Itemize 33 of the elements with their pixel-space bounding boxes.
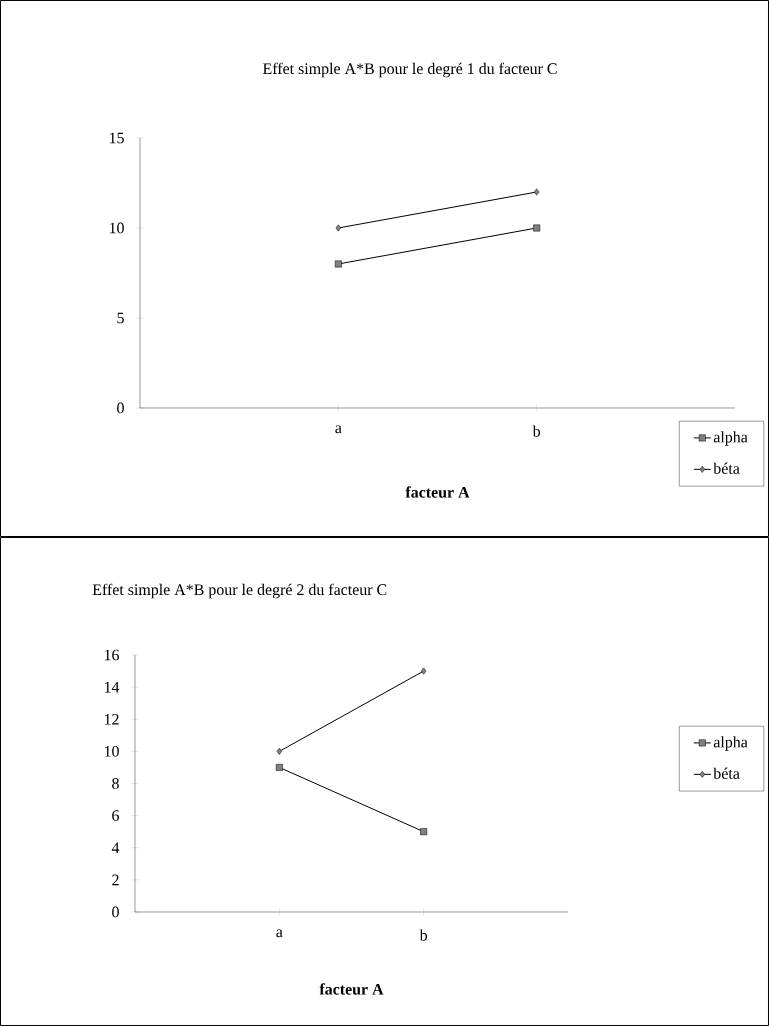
y-tick-label: 8	[112, 778, 119, 789]
y-tick-label: 10	[109, 222, 124, 234]
point	[335, 224, 341, 232]
y-tick-label: 12	[104, 713, 119, 725]
x-tick-label: a	[276, 929, 283, 938]
y-tick-label: 6	[112, 810, 120, 821]
y-tick-label: 0	[117, 402, 124, 414]
y-tick-label: 0	[112, 906, 119, 918]
legend-label: alpha	[713, 431, 748, 446]
x-tick-label: a	[335, 425, 342, 434]
y-tick-label: 10	[104, 746, 119, 757]
point	[534, 188, 540, 196]
point	[334, 260, 342, 268]
y-tick-label: 2	[112, 874, 119, 886]
point	[276, 747, 282, 755]
chart-title: Effet simple A*B pour le degré 1 du facteur C	[262, 62, 557, 78]
point	[533, 224, 541, 232]
point	[275, 763, 283, 771]
y-tick-label: 14	[104, 681, 120, 693]
legend-label: béta	[713, 767, 740, 779]
y-tick-label: 5	[117, 312, 124, 324]
legend-label: alpha	[713, 736, 748, 751]
chart-title: Effet simple A*B pour le degré 2 du facteur C	[92, 583, 387, 599]
y-tick-label: 16	[104, 649, 120, 661]
point	[421, 667, 427, 675]
x-axis-title: facteur A	[405, 486, 470, 498]
legend-label: béta	[713, 462, 740, 474]
point	[420, 828, 428, 836]
y-tick-label: 15	[109, 132, 124, 144]
x-tick-label: b	[532, 425, 541, 437]
x-axis-title: facteur A	[319, 983, 384, 995]
y-tick-label: 4	[111, 842, 120, 853]
x-tick-label: b	[419, 929, 428, 941]
